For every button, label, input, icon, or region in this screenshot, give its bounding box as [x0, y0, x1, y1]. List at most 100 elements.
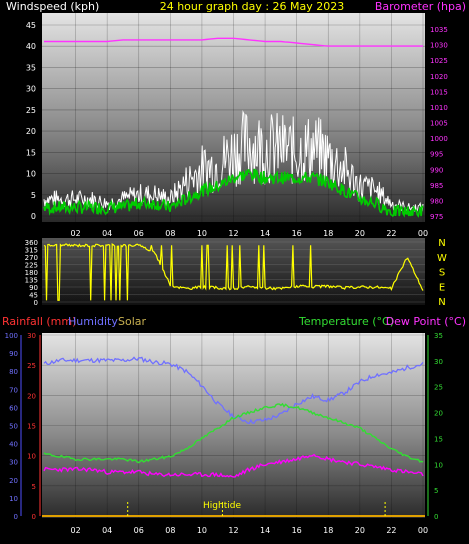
compass-point-label: E — [439, 282, 445, 293]
humidity-tick-label: 50 — [9, 423, 18, 431]
compass-point-label: N — [438, 238, 445, 249]
direction-y-tick-label: 180 — [25, 269, 38, 277]
wind-x-tick-label: 14 — [260, 229, 270, 238]
barometer-tick-label: 980 — [430, 197, 443, 205]
compass-point-label: N — [438, 297, 445, 308]
dewpoint-series-line — [43, 453, 424, 478]
wind-y-tick-label: 45 — [26, 21, 36, 30]
barometer-tick-label: 1035 — [430, 26, 448, 34]
temperature-tick-label: 0 — [434, 513, 438, 521]
wind-y-tick-label: 20 — [26, 127, 36, 136]
temperature-tick-label: 35 — [434, 332, 443, 340]
climate-x-tick-label: 10 — [197, 526, 207, 535]
temperature-tick-label: 25 — [434, 384, 443, 392]
legend-rainfall: Rainfall (mm) — [2, 315, 76, 328]
gust-series-line — [43, 168, 424, 218]
climate-x-tick-label: 18 — [323, 526, 333, 535]
climate-series — [42, 356, 425, 517]
wind-y-tick-label: 15 — [26, 148, 36, 157]
wind-x-tick-label: 02 — [70, 229, 80, 238]
climate-x-tick-label: 00 — [418, 526, 428, 535]
wind-x-tick-label: 08 — [165, 229, 175, 238]
temperature-tick-label: 15 — [434, 435, 443, 443]
humidity-tick-label: 0 — [14, 513, 18, 521]
climate-x-tick-label: 02 — [70, 526, 80, 535]
barometer-tick-label: 1020 — [430, 73, 448, 81]
humidity-tick-label: 100 — [5, 332, 18, 340]
wind-y-tick-label: 40 — [26, 42, 36, 51]
rainfall-tick-label: 5 — [32, 483, 36, 491]
temperature-tick-label: 30 — [434, 358, 443, 366]
barometer-tick-label: 1010 — [430, 104, 448, 112]
barometer-tick-label: 1025 — [430, 57, 448, 65]
wind-x-tick-label: 22 — [386, 229, 396, 238]
direction-y-tick-label: 90 — [29, 284, 38, 292]
rainfall-tick-label: 20 — [27, 392, 36, 400]
wind-y-tick-label: 10 — [26, 170, 36, 179]
wind-series — [43, 37, 424, 218]
rainfall-tick-label: 25 — [27, 362, 36, 370]
header-windspeed-label: Windspeed (kph) — [6, 0, 99, 13]
rainfall-tick-label: 0 — [32, 513, 36, 521]
wind-x-tick-label: 20 — [355, 229, 365, 238]
header-barometer-label: Barometer (hpa) — [375, 0, 466, 13]
header-title: 24 hour graph day : 26 May 2023 — [160, 0, 345, 13]
temperature-tick-label: 10 — [434, 461, 443, 469]
wind-direction-series-line — [43, 243, 424, 301]
compass-point-label: S — [439, 268, 445, 279]
wind-y-tick-label: 35 — [26, 63, 36, 72]
direction-y-tick-label: 135 — [25, 277, 38, 285]
rainfall-tick-label: 30 — [27, 332, 36, 340]
climate-x-tick-label: 12 — [228, 526, 238, 535]
barometer-series-line — [44, 37, 423, 47]
barometer-tick-label: 1000 — [430, 135, 448, 143]
climate-x-tick-label: 06 — [134, 526, 144, 535]
humidity-tick-label: 30 — [9, 459, 18, 467]
wind-x-tick-label: 12 — [228, 229, 238, 238]
climate-x-tick-label: 14 — [260, 526, 270, 535]
legend-humidity: Humidity — [68, 315, 118, 328]
wind-x-tick-label: 04 — [102, 229, 112, 238]
legend-temperature: Temperature (°C) — [298, 315, 394, 328]
climate-x-tick-label: 22 — [386, 526, 396, 535]
climate-x-tick-label: 04 — [102, 526, 112, 535]
humidity-tick-label: 20 — [9, 477, 18, 485]
wind-y-tick-label: 30 — [26, 85, 36, 94]
climate-grid: 0 10 20 30 40 50 60 70 80 90 100 0 5 10 15 20 25 30 0 5 10 15… — [5, 332, 443, 535]
wind-x-tick-label: 16 — [292, 229, 302, 238]
hightide-annotation: Hightide — [203, 501, 241, 511]
humidity-tick-label: 40 — [9, 441, 18, 449]
direction-y-tick-label: 270 — [25, 254, 38, 262]
rainfall-tick-label: 15 — [27, 423, 36, 431]
wind-y-tick-label: 5 — [31, 191, 36, 200]
direction-y-tick-label: 360 — [25, 239, 38, 247]
direction-y-tick-label: 315 — [25, 247, 38, 255]
humidity-tick-label: 80 — [9, 368, 18, 376]
wind-x-tick-label: 10 — [197, 229, 207, 238]
barometer-tick-label: 1030 — [430, 42, 448, 50]
barometer-tick-label: 1015 — [430, 88, 448, 96]
humidity-tick-label: 70 — [9, 386, 18, 394]
climate-x-tick-label: 20 — [355, 526, 365, 535]
direction-series — [43, 243, 424, 301]
wind-x-tick-label: 18 — [323, 229, 333, 238]
wind-y-tick-label: 25 — [26, 106, 36, 115]
barometer-tick-label: 985 — [430, 182, 443, 190]
rainfall-tick-label: 10 — [27, 453, 36, 461]
wind-y-tick-label: 0 — [31, 212, 36, 221]
temperature-series-line — [43, 402, 424, 464]
direction-y-tick-label: 0 — [34, 299, 38, 307]
legend-solar: Solar — [118, 315, 147, 328]
humidity-tick-label: 60 — [9, 404, 18, 412]
legend-dewpoint: Dew Point (°C) — [386, 315, 466, 328]
direction-y-tick-label: 45 — [29, 292, 38, 300]
temperature-tick-label: 5 — [434, 487, 438, 495]
wind-x-tick-label: 06 — [134, 229, 144, 238]
barometer-tick-label: 975 — [430, 213, 443, 221]
direction-y-tick-label: 225 — [25, 262, 38, 270]
humidity-tick-label: 90 — [9, 350, 18, 358]
barometer-tick-label: 995 — [430, 151, 443, 159]
compass-point-label: W — [437, 253, 447, 264]
barometer-tick-label: 990 — [430, 166, 443, 174]
